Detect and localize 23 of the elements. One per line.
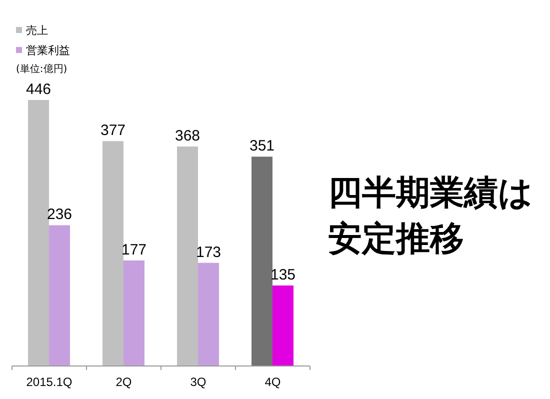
bar (102, 141, 124, 366)
bar (28, 100, 49, 366)
bar (252, 156, 272, 366)
bar (177, 146, 198, 366)
x-tick-label: 4Q (264, 375, 281, 389)
bar (124, 260, 144, 366)
data-label: 351 (249, 138, 275, 155)
data-label: 236 (46, 206, 72, 224)
bar (198, 262, 219, 366)
legend-label: 売上 (26, 24, 48, 37)
data-label: 368 (174, 128, 200, 145)
data-label: 173 (196, 244, 222, 261)
text: 四半期業績は安定推移 (328, 172, 534, 261)
bar (49, 225, 70, 366)
legend-label: 営業利益 (26, 44, 70, 57)
data-label: 446 (26, 81, 52, 98)
data-label: 177 (121, 241, 147, 258)
data-label: 377 (100, 122, 126, 140)
x-tick-label: 2Q (116, 375, 132, 389)
bar (272, 285, 294, 366)
x-tick-label: 3Q (190, 375, 206, 389)
x-tick-label: 2015.1Q (26, 375, 72, 389)
text: (単位:億円) (16, 63, 68, 75)
